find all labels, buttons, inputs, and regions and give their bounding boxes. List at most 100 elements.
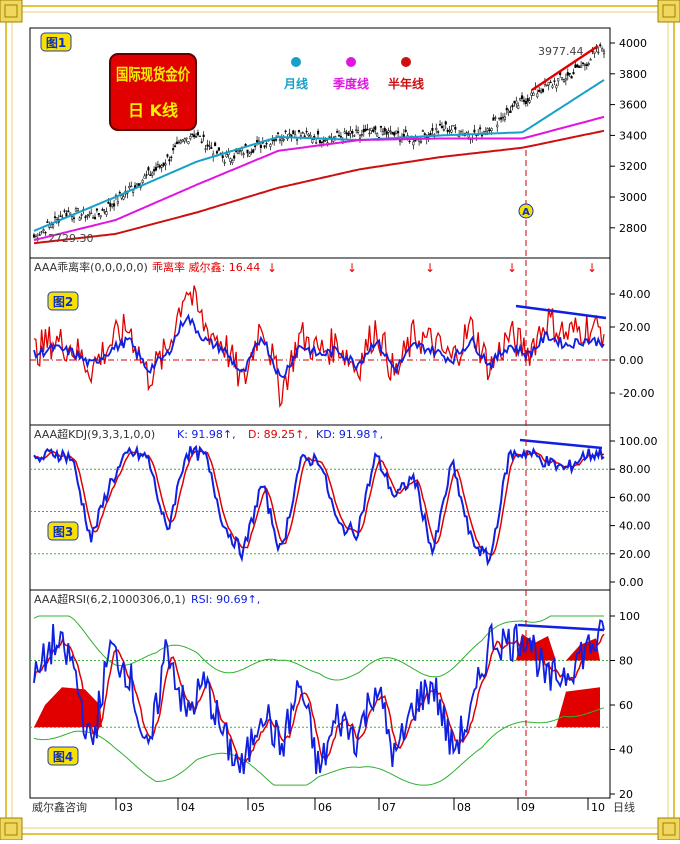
candle-body bbox=[42, 229, 45, 231]
candle-body bbox=[154, 167, 158, 171]
candle-body bbox=[225, 154, 228, 158]
candle-body bbox=[479, 127, 482, 130]
candle-body bbox=[217, 147, 220, 151]
candle-body bbox=[116, 201, 119, 204]
x-tick-label-4: 07 bbox=[382, 801, 396, 814]
candle-body bbox=[32, 234, 36, 238]
legend-dot-1 bbox=[346, 57, 356, 67]
candle-body bbox=[52, 224, 55, 228]
x-tick-label-5: 08 bbox=[457, 801, 471, 814]
candle-body bbox=[496, 124, 499, 128]
candle-body bbox=[366, 128, 369, 131]
candle-body bbox=[84, 216, 87, 218]
candle-body bbox=[80, 214, 83, 216]
candle-body bbox=[107, 201, 110, 204]
candle-body bbox=[284, 130, 287, 133]
bias-y-tick-label-3: -20.00 bbox=[619, 387, 654, 400]
candle-body bbox=[164, 163, 167, 166]
candle-body bbox=[376, 133, 379, 137]
candle-body bbox=[128, 186, 131, 189]
candle-body bbox=[233, 155, 236, 159]
rsi-y-tick-label-2: 60 bbox=[619, 699, 633, 712]
candle-body bbox=[90, 212, 93, 215]
candle-body bbox=[599, 44, 602, 47]
candle-body bbox=[601, 48, 604, 52]
bias-down-arrow-0: ↓ bbox=[267, 261, 277, 275]
candle-body bbox=[581, 62, 585, 64]
ma-line-2 bbox=[33, 129, 605, 245]
candle-body bbox=[517, 105, 520, 109]
candle-body bbox=[215, 151, 219, 154]
candle-body bbox=[343, 131, 346, 134]
candle-body bbox=[602, 50, 606, 55]
candle-body bbox=[383, 127, 386, 132]
candle-body bbox=[570, 76, 573, 79]
rsi-header: AAA超RSI(6,2,1000306,0,1) bbox=[34, 592, 186, 606]
candle-body bbox=[179, 140, 182, 144]
candle-body bbox=[536, 93, 539, 98]
ma-line-1 bbox=[33, 115, 605, 242]
candle-body bbox=[551, 85, 554, 88]
candle-body bbox=[501, 116, 505, 119]
candle-body bbox=[339, 136, 342, 138]
bias-down-arrow-3: ↓ bbox=[507, 261, 517, 275]
candle-body bbox=[360, 134, 363, 136]
x-tick-label-1: 04 bbox=[181, 801, 195, 814]
candle-body bbox=[357, 130, 360, 133]
candle-body bbox=[505, 107, 508, 111]
candle-body bbox=[524, 100, 527, 105]
candle-body bbox=[46, 221, 49, 223]
candle-body bbox=[149, 174, 152, 176]
candle-body bbox=[511, 104, 514, 108]
candle-body bbox=[435, 128, 438, 131]
legend-label-0: 月线 bbox=[283, 76, 308, 91]
candle-body bbox=[467, 134, 470, 138]
badge-2-text: 图2 bbox=[53, 295, 73, 309]
candle-body bbox=[421, 130, 424, 133]
bias-y-tick-label-0: 40.00 bbox=[619, 288, 651, 301]
candle-body bbox=[158, 165, 161, 168]
candle-body bbox=[74, 208, 77, 212]
candle-body bbox=[183, 138, 186, 142]
kdj-header: AAA超KDJ(9,3,3,1,0,0) bbox=[34, 427, 155, 441]
bias-line-blue bbox=[33, 313, 605, 379]
inner-frame bbox=[11, 11, 669, 829]
candle-body bbox=[162, 162, 165, 166]
candle-body bbox=[442, 129, 445, 131]
bias-panel: ↓ ↓ ↓ ↓ ↓ bbox=[30, 261, 610, 408]
candle-body bbox=[528, 100, 531, 103]
candle-body bbox=[490, 128, 493, 131]
candle-body bbox=[202, 134, 205, 138]
candle-body bbox=[231, 160, 234, 164]
candle-body bbox=[299, 135, 302, 138]
candle-body bbox=[320, 141, 323, 144]
candle-body bbox=[507, 110, 510, 113]
marker-A-text: A bbox=[522, 207, 530, 218]
candle-body bbox=[307, 133, 310, 136]
candle-body bbox=[389, 130, 392, 132]
candle-body bbox=[229, 158, 232, 162]
x-tick-label-0: 03 bbox=[119, 801, 133, 814]
candle-body bbox=[200, 141, 203, 143]
subtitle-badge-text: 日 K线 bbox=[128, 101, 178, 120]
price-y-tick-label-3: 3400 bbox=[619, 129, 647, 142]
candle-body bbox=[193, 134, 196, 138]
candle-body bbox=[88, 213, 91, 216]
candle-body bbox=[540, 90, 543, 93]
rsi-shade-right bbox=[556, 687, 600, 728]
candle-body bbox=[296, 139, 299, 141]
candle-body bbox=[334, 136, 337, 139]
kdj-y-tick-label-5: 0.00 bbox=[619, 576, 644, 589]
candle-body bbox=[372, 129, 375, 132]
price-trend-line bbox=[531, 44, 599, 92]
candle-body bbox=[170, 156, 173, 159]
candle-body bbox=[520, 95, 524, 99]
candle-body bbox=[72, 217, 76, 219]
candle-body bbox=[322, 140, 325, 142]
candle-body bbox=[208, 145, 211, 147]
candle-body bbox=[175, 141, 179, 144]
candle-body bbox=[76, 208, 79, 211]
candle-body bbox=[519, 98, 522, 101]
bias-down-arrow-1: ↓ bbox=[347, 261, 357, 275]
rsi-panel bbox=[30, 615, 610, 786]
